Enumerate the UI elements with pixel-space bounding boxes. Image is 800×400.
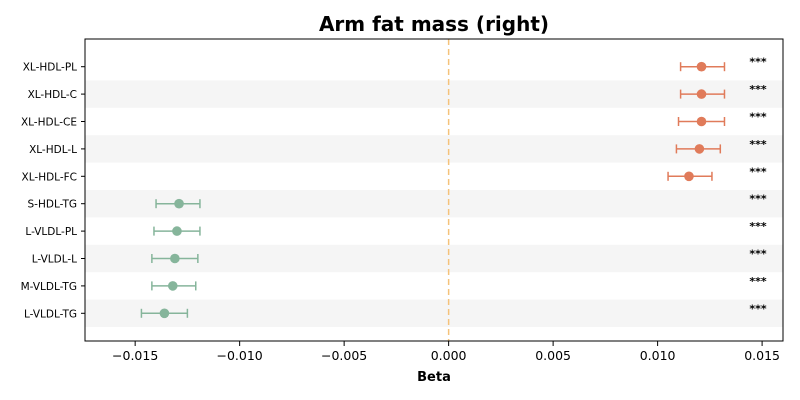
y-tick-label: XL-HDL-L — [29, 144, 77, 156]
x-tick-label: 0.000 — [431, 348, 467, 363]
significance-label: *** — [749, 111, 767, 124]
x-tick-label: 0.015 — [744, 348, 780, 363]
x-tick-label: 0.010 — [640, 348, 676, 363]
point-estimate — [167, 281, 178, 291]
x-tick-label: −0.010 — [217, 348, 263, 363]
significance-label: *** — [749, 193, 767, 206]
y-tick-label: L-VLDL-TG — [24, 308, 77, 320]
significance-label: *** — [749, 220, 767, 233]
point-estimate — [696, 61, 707, 72]
point-estimate — [684, 171, 694, 182]
row-band — [85, 135, 783, 163]
row-band — [85, 299, 783, 327]
significance-label: *** — [749, 56, 767, 69]
chart-title: Arm fat mass (right) — [319, 12, 549, 36]
row-band — [85, 244, 783, 273]
significance-label: *** — [749, 165, 767, 178]
point-estimate — [159, 308, 170, 319]
y-tick-label: XL-HDL-CE — [21, 117, 77, 129]
y-tick-label: XL-HDL-FC — [22, 171, 77, 183]
y-tick-label: XL-HDL-PL — [23, 62, 77, 74]
y-tick-label: L-VLDL-L — [32, 254, 77, 266]
y-tick-label: L-VLDL-PL — [25, 226, 77, 238]
row-band — [85, 80, 783, 108]
y-tick-label: S-HDL-TG — [28, 199, 77, 211]
row-band — [85, 190, 783, 218]
significance-label: *** — [749, 83, 767, 96]
point-estimate — [174, 198, 184, 209]
point-estimate — [172, 226, 182, 236]
data-marks: *** *** *** *** *** *** *** *** *** *** — [140, 56, 767, 319]
significance-label: *** — [749, 275, 767, 288]
point-estimate — [696, 116, 707, 127]
axes: XL-HDL-PL XL-HDL-C XL-HDL-CE XL-HDL-L XL-HDL… — [21, 62, 780, 363]
significance-label: *** — [749, 302, 767, 315]
row-bands — [85, 80, 783, 327]
point-estimate — [696, 89, 707, 99]
x-tick-label: −0.005 — [321, 348, 367, 363]
y-tick-label: XL-HDL-C — [28, 89, 77, 101]
significance-label: *** — [749, 248, 767, 261]
significance-label: *** — [749, 138, 767, 151]
point-estimate — [694, 144, 705, 154]
point-estimate — [170, 253, 180, 264]
x-axis-label: Beta — [417, 370, 451, 385]
x-tick-label: 0.005 — [535, 348, 571, 363]
plot-frame — [84, 38, 784, 342]
y-tick-label: M-VLDL-TG — [21, 281, 77, 293]
x-tick-label: −0.015 — [112, 348, 158, 363]
